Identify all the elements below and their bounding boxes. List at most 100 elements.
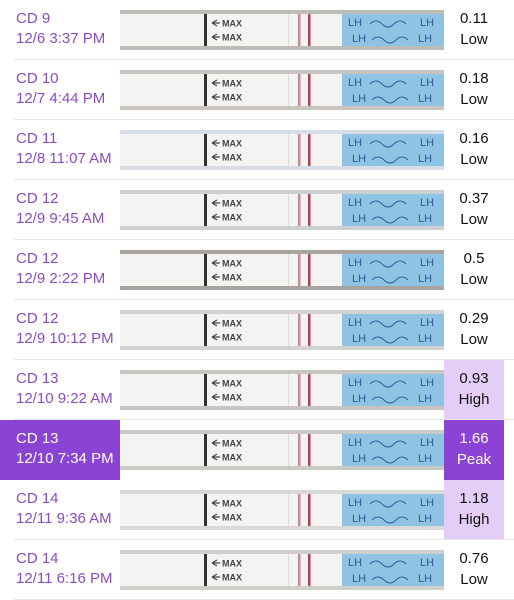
brand-label: LH — [420, 17, 434, 29]
brand-logo — [371, 216, 409, 224]
test-line — [298, 434, 301, 466]
brand-logo — [369, 260, 407, 268]
brand-label: LH — [352, 393, 366, 405]
brand-label: LH — [420, 557, 434, 569]
handle-mark — [204, 374, 207, 406]
row-label: CD 12 12/9 10:12 PM — [0, 300, 120, 360]
arrow — [211, 93, 220, 101]
test-row[interactable]: CD 12 12/9 9:45 AM MAX MAX LH LH LH LH 0.37 Low — [0, 180, 514, 240]
test-row[interactable]: CD 11 12/8 11:07 AM MAX MAX LH LH LH LH 0.16 Low — [0, 120, 514, 180]
max-label: MAX — [222, 153, 242, 163]
test-strip-photo: MAX MAX LH LH LH LH — [120, 70, 444, 110]
brand-logo — [371, 456, 409, 464]
control-line — [308, 374, 311, 406]
brand-label: LH — [352, 333, 366, 345]
arrow — [211, 153, 220, 161]
date-time: 12/8 11:07 AM — [16, 150, 112, 167]
brand-logo — [371, 516, 409, 524]
max-label: MAX — [222, 19, 242, 29]
arrow — [211, 199, 220, 207]
separator — [14, 419, 514, 420]
max-label: MAX — [222, 379, 242, 389]
test-strip-photo: MAX MAX LH LH LH LH — [120, 190, 444, 230]
brand-logo — [369, 380, 407, 388]
lh-level: Low — [460, 271, 488, 288]
row-label: CD 13 12/10 7:34 PM — [0, 420, 120, 480]
handle-mark — [204, 74, 207, 106]
test-row[interactable]: CD 10 12/7 4:44 PM MAX MAX LH LH LH LH 0.18 Low — [0, 60, 514, 120]
brand-logo — [369, 140, 407, 148]
arrow — [211, 573, 220, 581]
lh-level: Low — [460, 91, 488, 108]
max-label: MAX — [222, 199, 242, 209]
control-line — [308, 14, 311, 46]
row-label: CD 12 12/9 9:45 AM — [0, 180, 120, 240]
brand-logo — [369, 440, 407, 448]
lh-value: 0.5 — [463, 250, 485, 267]
date-time: 12/9 9:45 AM — [16, 210, 105, 227]
test-strip-photo: MAX MAX LH LH LH LH — [120, 370, 444, 410]
separator — [14, 59, 514, 60]
brand-label: LH — [418, 33, 432, 45]
brand-area — [342, 254, 444, 286]
test-line — [298, 554, 301, 586]
lh-value: 0.29 — [459, 310, 489, 327]
test-row[interactable]: CD 13 12/10 7:34 PM MAX MAX LH LH LH LH 1.66 Peak — [0, 420, 514, 480]
lh-level: Peak — [456, 451, 492, 468]
separator — [14, 299, 514, 300]
brand-label: LH — [352, 453, 366, 465]
brand-label: LH — [418, 93, 432, 105]
arrow — [211, 213, 220, 221]
brand-logo — [369, 500, 407, 508]
brand-logo — [371, 396, 409, 404]
test-row[interactable]: CD 12 12/9 10:12 PM MAX MAX LH LH LH LH 0.29 Low — [0, 300, 514, 360]
row-label: CD 11 12/8 11:07 AM — [0, 120, 120, 180]
result: 0.16 Low — [444, 120, 504, 180]
arrow — [211, 319, 220, 327]
divider — [288, 134, 289, 166]
separator — [14, 239, 514, 240]
cycle-day: CD 14 — [16, 550, 59, 567]
cycle-day: CD 10 — [16, 70, 59, 87]
test-row[interactable]: CD 13 12/10 9:22 AM MAX MAX LH LH LH LH 0.93 High — [0, 360, 514, 420]
test-strip-photo: MAX MAX LH LH LH LH — [120, 310, 444, 350]
brand-logo — [369, 320, 407, 328]
row-label: CD 10 12/7 4:44 PM — [0, 60, 120, 120]
handle-mark — [204, 314, 207, 346]
brand-area — [342, 134, 444, 166]
result: 0.93 High — [444, 360, 504, 420]
handle-mark — [204, 554, 207, 586]
cycle-day: CD 14 — [16, 490, 59, 507]
control-line — [308, 254, 311, 286]
brand-area — [342, 14, 444, 46]
brand-label: LH — [420, 197, 434, 209]
arrow — [211, 79, 220, 87]
brand-label: LH — [348, 557, 362, 569]
brand-label: LH — [420, 437, 434, 449]
brand-area — [342, 374, 444, 406]
arrow — [211, 559, 220, 567]
brand-logo — [371, 336, 409, 344]
test-row[interactable]: CD 12 12/9 2:22 PM MAX MAX LH LH LH LH 0.5 Low — [0, 240, 514, 300]
test-strip-photo: MAX MAX LH LH LH LH — [120, 10, 444, 50]
test-row[interactable]: CD 14 12/11 6:16 PM MAX MAX LH LH LH LH 0.76 Low — [0, 540, 514, 600]
brand-label: LH — [348, 137, 362, 149]
brand-logo — [371, 96, 409, 104]
lh-value: 0.18 — [459, 70, 489, 87]
brand-label: LH — [348, 257, 362, 269]
test-row[interactable]: CD 9 12/6 3:37 PM MAX MAX LH LH LH LH 0.11 Low — [0, 0, 514, 60]
cycle-day: CD 13 — [16, 370, 59, 387]
brand-logo — [371, 36, 409, 44]
test-strip-photo: MAX MAX LH LH LH LH — [120, 490, 444, 530]
brand-label: LH — [420, 77, 434, 89]
cycle-day: CD 13 — [16, 430, 59, 447]
test-line — [298, 134, 301, 166]
test-strip-photo: MAX MAX LH LH LH LH — [120, 550, 444, 590]
handle-mark — [204, 434, 207, 466]
brand-logo — [369, 200, 407, 208]
max-label: MAX — [222, 79, 242, 89]
test-row[interactable]: CD 14 12/11 9:36 AM MAX MAX LH LH LH LH 1.18 High — [0, 480, 514, 540]
cycle-day: CD 9 — [16, 10, 51, 27]
brand-label: LH — [352, 93, 366, 105]
brand-area — [342, 554, 444, 586]
